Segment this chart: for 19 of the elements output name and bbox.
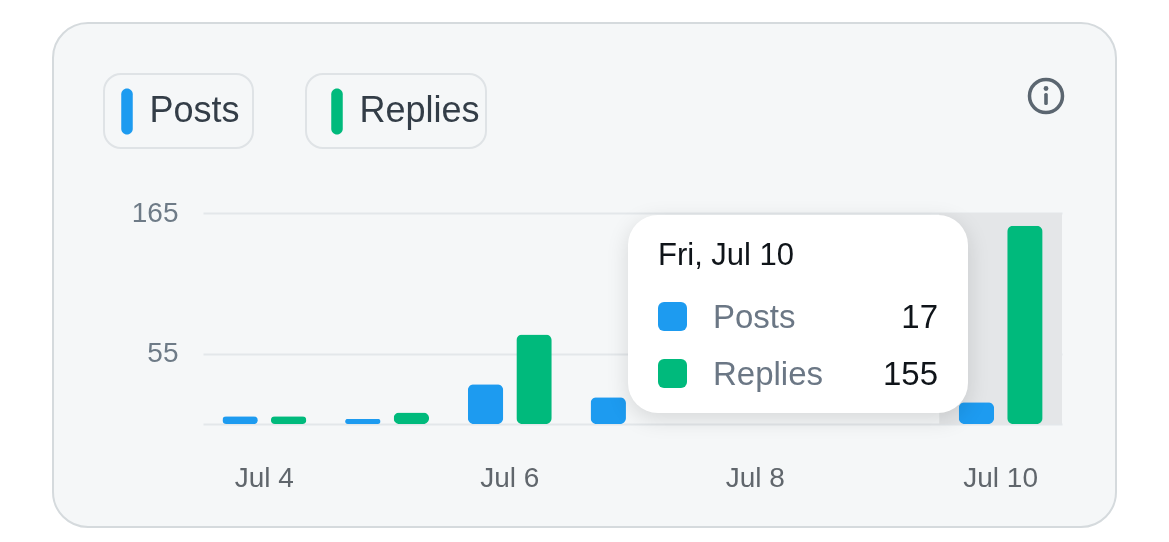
x-tick-label: Jul 4: [234, 461, 294, 493]
annotation: 155: [882, 354, 938, 393]
annotation: 17: [901, 297, 938, 336]
y-tick-label: 55: [147, 337, 179, 369]
bar: [467, 384, 504, 424]
y-tick-label: 165: [131, 196, 179, 228]
annotation: Fri, Jul 10: [658, 237, 796, 272]
legend-label: Posts: [149, 89, 240, 131]
bar: [516, 334, 552, 424]
x-tick-label: Jul 8: [725, 461, 785, 493]
bar: [958, 402, 995, 424]
annotation: Replies: [713, 354, 825, 393]
annotation: Posts: [713, 297, 797, 336]
x-tick-label: Jul 10: [963, 461, 1038, 493]
bar: [1007, 225, 1043, 424]
legend-label: Replies: [359, 89, 480, 131]
bar: [590, 397, 626, 424]
x-tick-label: Jul 6: [480, 461, 540, 493]
bar: [345, 418, 381, 424]
